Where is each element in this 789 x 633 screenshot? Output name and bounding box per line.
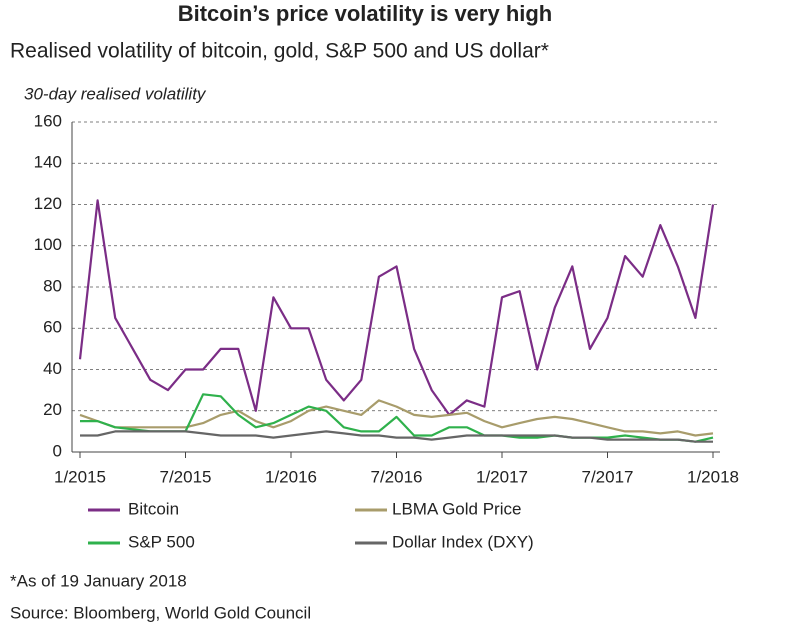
- y-tick-label: 20: [43, 400, 62, 419]
- legend-label: Bitcoin: [128, 499, 179, 518]
- y-tick-label: 140: [34, 153, 62, 172]
- legend-label: S&P 500: [128, 532, 195, 551]
- y-tick-label: 40: [43, 359, 62, 378]
- y-tick-label: 160: [34, 111, 62, 130]
- legend-label: LBMA Gold Price: [392, 499, 521, 518]
- source: Source: Bloomberg, World Gold Council: [10, 603, 311, 622]
- x-tick-label: 7/2016: [371, 467, 423, 486]
- series-line: [79, 399, 714, 437]
- chart-title: Bitcoin’s price volatility is very high: [178, 1, 553, 26]
- legend-label: Dollar Index (DXY): [392, 532, 534, 551]
- y-tick-label: 100: [34, 235, 62, 254]
- footnote: *As of 19 January 2018: [10, 571, 187, 590]
- y-tick-label: 60: [43, 318, 62, 337]
- chart-subtitle: Realised volatility of bitcoin, gold, S&…: [10, 40, 549, 63]
- series-line: [80, 430, 713, 443]
- series-line: [78, 199, 715, 416]
- series-line: [80, 393, 714, 443]
- y-tick-label: 0: [53, 441, 62, 460]
- x-tick-label: 1/2016: [265, 467, 317, 486]
- x-tick-label: 7/2015: [160, 467, 212, 486]
- x-tick-label: 7/2017: [582, 467, 634, 486]
- x-tick-label: 1/2018: [687, 467, 739, 486]
- y-tick-label: 80: [43, 276, 62, 295]
- x-tick-label: 1/2017: [476, 467, 528, 486]
- y-tick-label: 120: [34, 194, 62, 213]
- y-axis-label: 30-day realised volatility: [24, 84, 207, 103]
- x-tick-label: 1/2015: [54, 467, 106, 486]
